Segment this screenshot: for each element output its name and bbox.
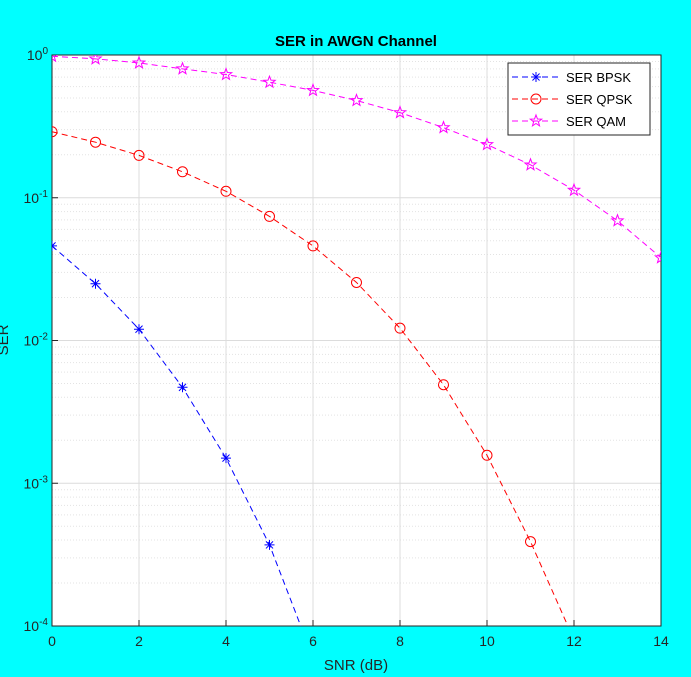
marker — [531, 72, 541, 82]
x-tick-label: 6 — [309, 633, 317, 649]
marker — [610, 213, 625, 227]
marker — [264, 210, 275, 222]
marker — [653, 250, 661, 264]
marker — [177, 382, 188, 393]
x-tick-label: 0 — [48, 633, 56, 649]
marker — [481, 449, 493, 461]
marker — [523, 157, 538, 171]
marker — [479, 137, 495, 151]
series-line — [52, 131, 569, 626]
marker — [528, 113, 544, 128]
marker — [351, 276, 362, 288]
marker — [88, 55, 103, 65]
marker — [307, 240, 319, 252]
legend-label: SER QPSK — [566, 92, 633, 107]
marker — [305, 82, 321, 97]
marker — [436, 120, 451, 134]
x-tick-label: 14 — [653, 633, 669, 649]
marker — [175, 61, 190, 75]
marker — [90, 136, 101, 148]
plot-layer — [52, 55, 661, 626]
y-tick-label: 10-2 — [24, 332, 49, 349]
marker — [438, 379, 449, 391]
y-axis-label: SER — [0, 324, 12, 355]
series-line — [52, 55, 661, 259]
x-tick-label: 4 — [222, 633, 230, 649]
x-tick-label: 2 — [135, 633, 143, 649]
legend-label: SER BPSK — [566, 70, 631, 85]
marker — [134, 324, 144, 335]
y-tick-label: 10-4 — [24, 617, 49, 634]
marker — [525, 536, 536, 548]
marker — [262, 74, 277, 89]
y-tick-label: 10-1 — [24, 189, 49, 206]
marker — [52, 126, 58, 138]
marker — [177, 166, 188, 178]
x-tick-label: 12 — [566, 633, 582, 649]
marker — [133, 149, 145, 161]
marker — [221, 453, 231, 464]
marker — [90, 278, 101, 289]
x-axis-label: SNR (dB) — [324, 657, 388, 674]
axes-box — [51, 54, 662, 627]
marker — [218, 67, 234, 81]
y-tick-label: 10-3 — [24, 474, 49, 491]
y-tick-label: 100 — [27, 46, 49, 63]
marker — [392, 105, 408, 119]
marker — [264, 539, 275, 550]
marker — [131, 55, 147, 69]
marker — [530, 93, 542, 105]
legend-label: SER QAM — [566, 114, 626, 129]
legend-box — [507, 62, 651, 136]
chart-title: SER in AWGN Channel — [275, 33, 437, 50]
marker — [220, 185, 232, 197]
x-tick-label: 8 — [396, 633, 404, 649]
marker — [394, 322, 406, 334]
marker — [566, 182, 582, 197]
x-tick-label: 10 — [479, 633, 495, 649]
marker — [349, 93, 364, 107]
